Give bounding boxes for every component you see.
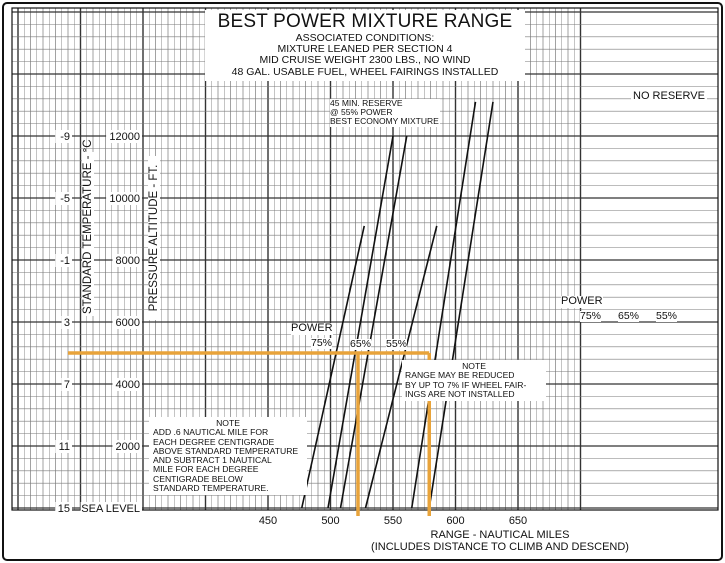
note-heading: NOTE [216, 418, 240, 428]
temperature-tick-label: 11 [59, 441, 70, 453]
temperature-tick-label-bg [55, 440, 72, 453]
reserve-line: BEST ECONOMY MIXTURE [330, 116, 439, 127]
y-tick-label: 12000 [109, 131, 140, 143]
subtitle-line: MIXTURE LEANED PER SECTION 4 [277, 42, 453, 55]
y-tick-label: SEA LEVEL [81, 503, 140, 515]
y-tick-label-bg [106, 130, 142, 143]
power-label-right: POWER [561, 295, 603, 308]
series-lines [300, 101, 494, 509]
x-tick-label-bg [381, 514, 405, 527]
no-reserve-label: NO RESERVE [631, 90, 707, 103]
y-tick-label: 10000 [109, 193, 140, 205]
x-tick-label: 600 [446, 515, 464, 527]
series-line-no_reserve-65 [410, 101, 477, 509]
note-line: INGS ARE NOT INSTALLED [405, 388, 515, 399]
temperature-tick-label: 3 [64, 317, 70, 329]
y-axis-label-altitude: PRESSURE ALTITUDE - FT. [148, 156, 160, 320]
reserve-label: 45 MIN. RESERVE @ 55% POWER BEST ECONOMY… [330, 98, 440, 127]
chart-title: BEST POWER MIXTURE RANGE [217, 11, 513, 32]
temperature-tick-label-bg [55, 254, 72, 267]
x-tick-label: 550 [384, 515, 402, 527]
power-55-label-left: 55% [386, 338, 408, 351]
x-tick-label-bg [443, 514, 468, 527]
temperature-tick-label-bg [55, 192, 72, 205]
x-tick-label-bg [318, 514, 343, 527]
power-65-label-left: 65% [350, 338, 372, 351]
series-line-reserve-65 [327, 135, 394, 509]
y-tick-label-bg [112, 316, 142, 329]
note-line: BY UP TO 7% IF WHEEL FAIR- [405, 379, 527, 390]
series-line-no_reserve-75 [364, 225, 438, 509]
note-line: STANDARD TEMPERATURE. [153, 482, 269, 493]
x-axis-label-line: (INCLUDES DISTANCE TO CLIMB AND DESCEND) [371, 540, 629, 553]
y-tick-label: 4000 [116, 379, 140, 391]
series-line-reserve-75 [300, 225, 366, 509]
y-tick-label-bg [112, 254, 142, 267]
x-tick-label-bg [506, 514, 530, 527]
subtitle-line: MID CRUISE WEIGHT 2300 LBS., NO WIND [259, 54, 471, 67]
note-temperature: NOTE ADD .6 NAUTICAL MILE FOR EACH DEGRE… [149, 417, 307, 496]
temperature-tick-label: 15 [58, 503, 70, 515]
note-line: AND SUBTRACT 1 NAUTICAL [153, 455, 272, 466]
temperature-tick-label: 7 [64, 379, 70, 391]
power-label-left: POWER [291, 322, 333, 335]
plot-frame [11, 7, 719, 511]
x-tick-label: 500 [321, 515, 339, 527]
x-axis-label-line: RANGE - NAUTICAL MILES [430, 529, 570, 541]
power-75-label-left: 75% [311, 337, 333, 350]
note-wheel-fairings: NOTE RANGE MAY BE REDUCED BY UP TO 7% IF… [402, 360, 546, 402]
x-tick-label-bg [256, 514, 280, 527]
power-65-label-right: 65% [618, 310, 640, 323]
y-tick-label: 6000 [116, 317, 140, 329]
y-tick-label: 2000 [116, 441, 140, 453]
subtitle-line: ASSOCIATED CONDITIONS: [295, 31, 435, 44]
temperature-tick-label-bg [55, 502, 72, 515]
x-axis-label: RANGE - NAUTICAL MILES (INCLUDES DISTANC… [360, 529, 640, 554]
temperature-tick-label: -5 [60, 193, 70, 205]
note-line: MILE FOR EACH DEGREE [153, 464, 259, 475]
x-tick-label: 450 [259, 515, 277, 527]
temperature-tick-label: -9 [60, 131, 70, 143]
y-tick-label: 8000 [116, 255, 140, 267]
temperature-tick-label-bg [61, 316, 72, 329]
y-tick-label-bg [106, 192, 142, 205]
note-line: CENTIGRADE BELOW [153, 473, 243, 484]
y-tick-label-bg [80, 502, 142, 515]
temperature-tick-label: -1 [60, 255, 70, 267]
y-tick-label-bg [112, 378, 142, 391]
reserve-line: @ 55% POWER [330, 107, 393, 118]
note-line: ABOVE STANDARD TEMPERATURE [153, 445, 299, 456]
power-55-label-right: 55% [656, 310, 678, 323]
axis-ticks: 450 500 550 600 650 SEA LEVEL 2000 4000 6000 8000… [55, 130, 530, 527]
series-line-reserve-55 [339, 135, 408, 509]
series-line-no_reserve-55 [428, 101, 494, 509]
temperature-tick-label-bg [55, 130, 72, 143]
reserve-line: 45 MIN. RESERVE [330, 98, 403, 108]
note-heading: NOTE [462, 361, 486, 371]
note-line: RANGE MAY BE REDUCED [405, 370, 515, 381]
temperature-tick-label-bg [61, 378, 72, 391]
power-75-label-right: 75% [580, 310, 602, 323]
title-block: BEST POWER MIXTURE RANGE ASSOCIATED COND… [205, 10, 525, 81]
y-tick-label-bg [112, 440, 142, 453]
x-tick-label: 650 [509, 515, 527, 527]
note-line: EACH DEGREE CENTIGRADE [153, 436, 275, 447]
note-line: ADD .6 NAUTICAL MILE FOR [153, 427, 269, 438]
subtitle-line: 48 GAL. USABLE FUEL, WHEEL FAIRINGS INST… [231, 65, 499, 78]
y-axis-label-temperature: STANDARD TEMPERATURE - °C [82, 139, 94, 316]
